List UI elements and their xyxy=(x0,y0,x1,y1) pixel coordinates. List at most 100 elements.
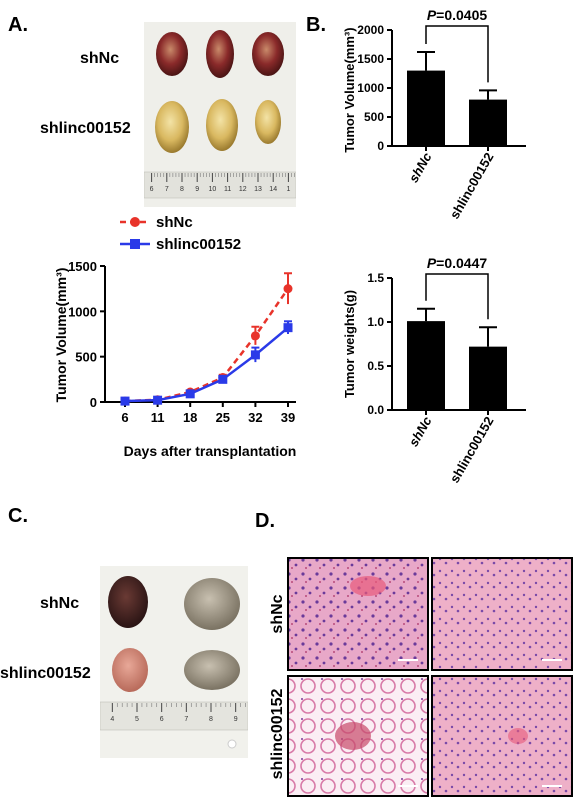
volume-y-tick-label: 1500 xyxy=(357,52,384,66)
tumor-shlinc-2 xyxy=(206,99,238,151)
growth-legend: shNc shlinc00152 xyxy=(120,214,241,253)
volume-p-label: P xyxy=(427,10,437,23)
growth-point xyxy=(120,396,130,406)
volume-y-tick-label: 2000 xyxy=(357,23,384,37)
weight-p-value: P=0.0447 xyxy=(427,255,488,271)
volume-x-tick-label-0: shNc xyxy=(406,149,435,185)
ruler-a xyxy=(144,171,296,199)
growth-x-tick-label: 6 xyxy=(121,410,128,425)
tumor-shlinc-3 xyxy=(255,100,281,144)
liver-shnc xyxy=(184,578,240,630)
weight-x-tick-label-1: shlinc00152 xyxy=(447,414,497,485)
panel-label-d: D. xyxy=(255,510,275,532)
photo-a-row-label-shlinc: shlinc00152 xyxy=(40,120,131,137)
growth-x-tick-label: 25 xyxy=(216,410,230,425)
histology-row-label-shnc: shNc xyxy=(269,594,286,633)
growth-point xyxy=(250,331,260,341)
photo-c-row-label-shnc: shNc xyxy=(40,595,80,612)
volume-y-axis-label: Tumor Volume(mm³) xyxy=(342,27,357,152)
tumor-photo: 6 7 8 9 10 11 12 13 14 1 xyxy=(144,22,296,207)
panel-label-a: A. xyxy=(8,14,28,36)
ruler-a-tick-label: 1 xyxy=(286,186,290,193)
photo-c-row-label-shlinc: shlinc00152 xyxy=(0,665,91,682)
weight-sig-bracket xyxy=(425,273,489,320)
volume-p-value: P=0.0405 xyxy=(427,10,488,23)
weight-y-axis-label: Tumor weights(g) xyxy=(342,290,357,398)
growth-y-tick-label: 1000 xyxy=(68,304,97,319)
weight-y-tick-label: 1.0 xyxy=(367,315,384,329)
photo-a-row-label-shnc: shNc xyxy=(80,50,120,67)
volume-y-tick-label: 1000 xyxy=(357,81,384,95)
histology-panel: shNc shlinc00152 xyxy=(269,557,573,797)
growth-x-tick-label: 11 xyxy=(151,410,165,425)
ruler-a-tick-label: 13 xyxy=(254,186,262,193)
growth-series-line-1 xyxy=(124,326,289,403)
tumor-shnc-3 xyxy=(252,32,284,76)
growth-point xyxy=(250,350,260,360)
weight-bar-0 xyxy=(407,321,445,410)
weight-y-tick-label: 0.5 xyxy=(367,359,384,373)
growth-x-tick-label: 32 xyxy=(248,410,262,425)
weight-x-tick-label-0: shNc xyxy=(406,413,435,449)
volume-bar-0 xyxy=(407,70,445,146)
growth-point xyxy=(283,323,293,333)
ruler-a-tick-label: 11 xyxy=(224,186,231,193)
histology-row-label-shlinc: shlinc00152 xyxy=(269,689,286,780)
lung-shnc xyxy=(108,576,148,628)
weight-bar-1 xyxy=(469,346,507,410)
legend-label-0: shNc xyxy=(156,214,193,231)
legend-marker xyxy=(130,217,140,227)
ruler-c-tick-label: 9 xyxy=(234,716,238,723)
growth-y-tick-label: 1500 xyxy=(68,259,97,274)
volume-y-tick-label: 500 xyxy=(364,110,384,124)
lung-shlinc xyxy=(112,648,148,692)
growth-x-tick-label: 18 xyxy=(183,410,197,425)
volume-x-tick-label-1: shlinc00152 xyxy=(447,150,497,220)
histology-liver-shlinc xyxy=(431,675,573,797)
growth-point xyxy=(283,284,293,294)
ruler-c-tick-label: 8 xyxy=(209,716,213,723)
ruler-a-tick-label: 7 xyxy=(165,186,169,193)
liver-shlinc xyxy=(184,650,240,690)
growth-y-axis-label: Tumor Volume(mm³) xyxy=(53,268,69,403)
tumor-shlinc-1 xyxy=(155,101,189,153)
ruler-c-tick-label: 5 xyxy=(135,716,139,723)
ruler-a-tick-label: 8 xyxy=(180,186,184,193)
tumor-shnc-2 xyxy=(206,30,234,78)
volume-bar-1 xyxy=(469,99,507,146)
weight-p-label: P xyxy=(427,255,437,271)
weight-y-tick-label: 1.5 xyxy=(367,271,384,285)
growth-y-tick-label: 500 xyxy=(75,350,97,365)
legend-marker xyxy=(130,239,140,249)
ruler-a-tick-label: 10 xyxy=(209,186,217,193)
growth-y-tick-label: 0 xyxy=(90,395,97,410)
ruler-c-tick-label: 7 xyxy=(184,716,188,723)
legend-label-1: shlinc00152 xyxy=(156,236,241,253)
growth-x-tick-label: 39 xyxy=(281,410,295,425)
tumor-shnc-1 xyxy=(156,32,188,76)
weight-bar-chart: 0.0 0.5 1.0 1.5 shNc shlinc00152 Tumor weigh… xyxy=(342,255,526,485)
histology-lung-shnc xyxy=(287,557,429,671)
growth-point xyxy=(185,389,195,399)
growth-point xyxy=(153,395,163,405)
ruler-a-tick-label: 14 xyxy=(269,186,277,193)
ruler-c xyxy=(100,701,248,731)
ruler-c-tick-label: 6 xyxy=(160,716,164,723)
volume-bar-chart: 0 500 1000 1500 2000 shNc shlinc00152 Tumor V… xyxy=(342,10,526,220)
ruler-a-tick-label: 12 xyxy=(239,186,247,193)
ruler-a-tick-label: 9 xyxy=(195,186,199,193)
growth-x-axis-label: Days after transplantation xyxy=(124,443,297,459)
volume-sig-bracket xyxy=(425,25,489,83)
ruler-c-tick-label: 4 xyxy=(110,716,114,723)
ruler-a-tick-label: 6 xyxy=(150,186,154,193)
volume-p-number: =0.0405 xyxy=(436,10,487,23)
histology-liver-shnc xyxy=(431,557,573,671)
weight-y-tick-label: 0.0 xyxy=(367,403,384,417)
volume-y-tick-label: 0 xyxy=(377,139,384,153)
growth-point xyxy=(218,374,228,384)
panel-label-c: C. xyxy=(8,505,28,527)
growth-series-line-0 xyxy=(124,287,290,403)
weight-p-number: =0.0447 xyxy=(436,255,487,271)
organ-photo: 4 5 6 7 8 9 xyxy=(100,566,248,758)
